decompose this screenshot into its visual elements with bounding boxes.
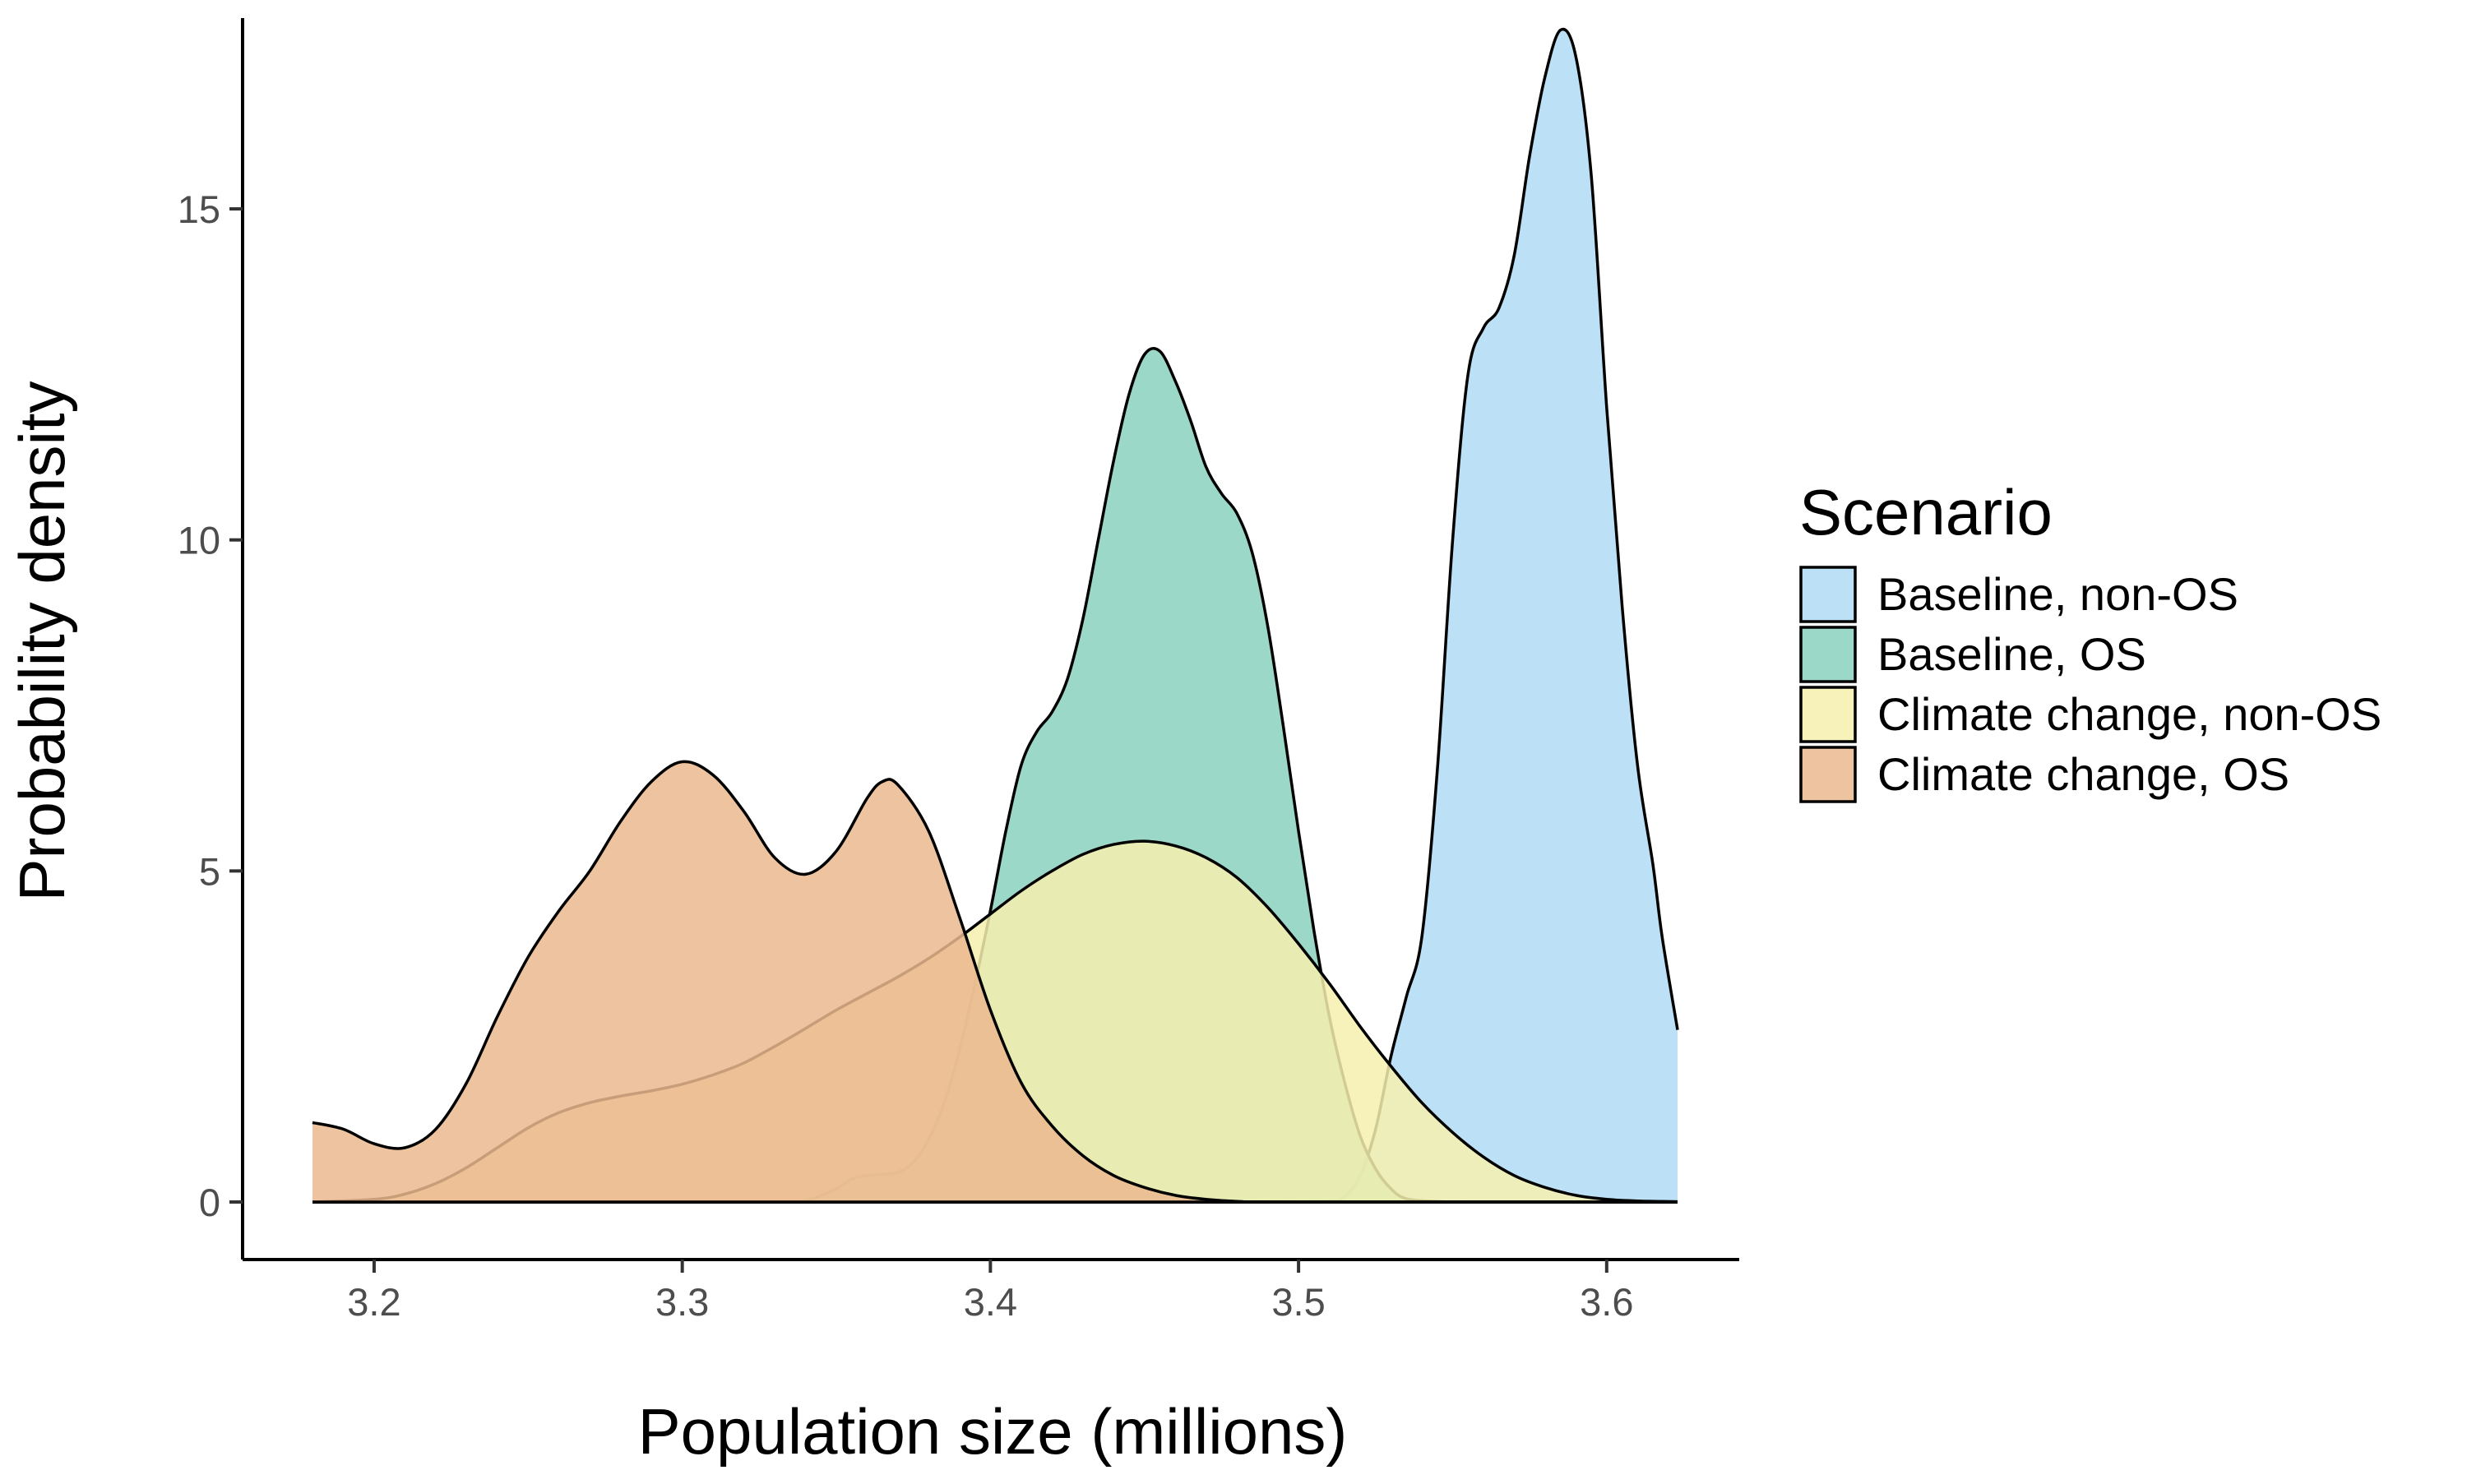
legend-label: Climate change, non-OS [1877, 688, 2381, 740]
legend-title: Scenario [1799, 476, 2053, 548]
x-tick-label: 3.5 [1271, 1280, 1325, 1324]
legend-swatch [1799, 746, 1857, 803]
x-tick-label: 3.2 [347, 1280, 400, 1324]
series-climate-change-os [312, 760, 1678, 1204]
legend: Scenario Baseline, non-OS Baseline, OS Cli… [1799, 476, 2381, 803]
x-tick-label: 3.3 [655, 1280, 709, 1324]
axes: 3.2 3.3 3.4 3.5 3.6 0 5 10 15 [178, 18, 1739, 1324]
legend-label: Climate change, OS [1877, 748, 2289, 800]
legend-label: Baseline, non-OS [1877, 568, 2238, 620]
legend-label: Baseline, OS [1877, 628, 2146, 680]
legend-item-baseline-os: Baseline, OS [1799, 626, 2146, 683]
x-ticks: 3.2 3.3 3.4 3.5 3.6 [347, 1260, 1633, 1324]
y-tick-label: 5 [199, 849, 220, 893]
x-tick-label: 3.4 [964, 1280, 1017, 1324]
density-line-climate-change-os [312, 760, 1678, 1204]
legend-swatch [1799, 566, 1857, 623]
x-tick-label: 3.6 [1580, 1280, 1633, 1324]
y-axis-title: Probability density [6, 381, 78, 902]
x-axis-title: Population size (millions) [638, 1395, 1348, 1468]
legend-swatch [1799, 626, 1857, 683]
legend-item-baseline-non-os: Baseline, non-OS [1799, 566, 2238, 623]
legend-swatch [1799, 686, 1857, 743]
density-area-baseline-non-os [312, 29, 1678, 1203]
density-area-climate-change-os [312, 761, 1678, 1202]
legend-items: Baseline, non-OS Baseline, OS Climate chan… [1799, 566, 2381, 803]
legend-item-climate-change-non-os: Climate change, non-OS [1799, 686, 2381, 743]
y-tick-label: 0 [199, 1181, 220, 1224]
density-areas [312, 27, 1679, 1204]
y-ticks: 0 5 10 15 [178, 187, 243, 1224]
legend-item-climate-change-os: Climate change, OS [1799, 746, 2289, 803]
y-tick-label: 15 [178, 187, 220, 231]
y-tick-label: 10 [178, 519, 220, 562]
